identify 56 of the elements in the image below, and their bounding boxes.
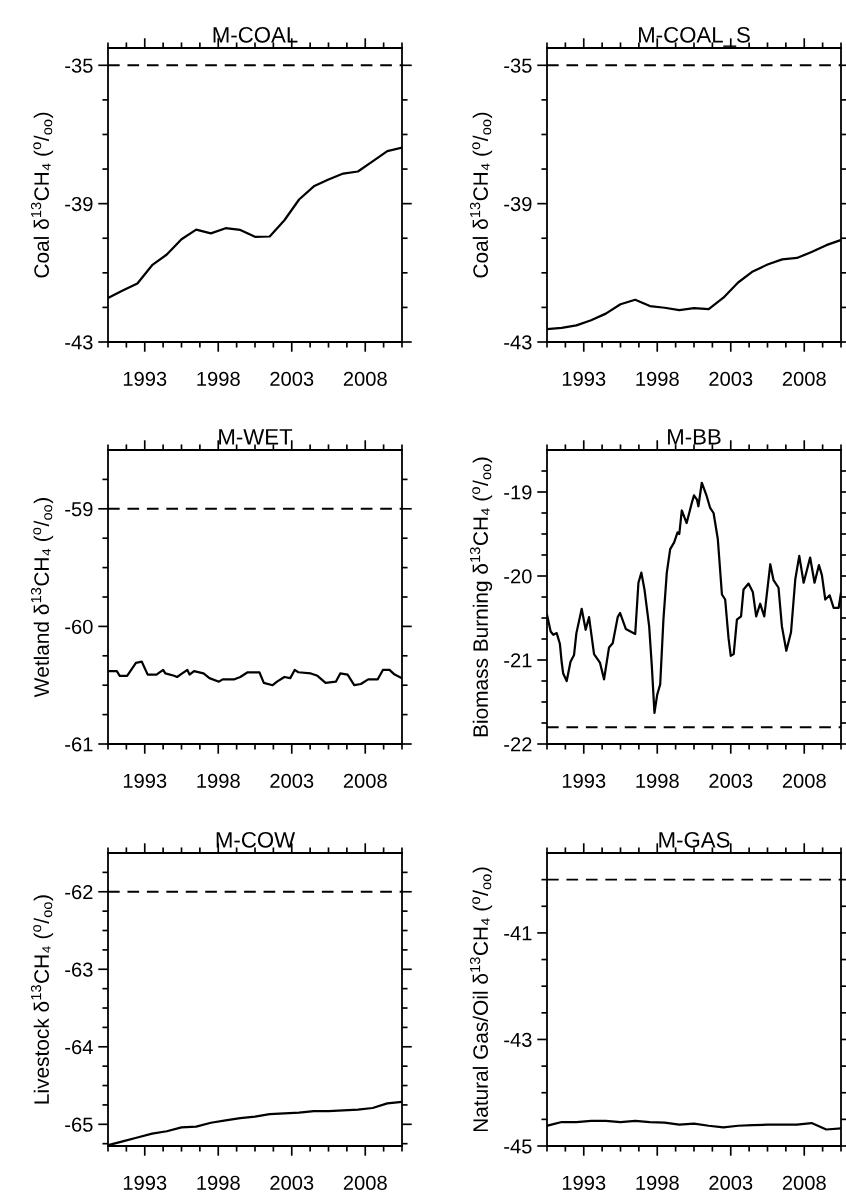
x-tick-label: 1998 xyxy=(197,773,240,788)
chart-title: M-COW xyxy=(216,831,296,848)
chart-title: M-COAL xyxy=(213,26,298,43)
y-axis-title: Wetland δ$^{13}$CH₄ ($^{o}$/$_{oo}$) xyxy=(30,498,54,698)
x-tick-label: 2003 xyxy=(270,773,314,788)
chart-title: M-COAL_S xyxy=(639,26,750,47)
y-axis-title: Coal δ$^{13}$CH₄ ($^{o}$/$_{oo}$) xyxy=(469,112,493,278)
y-axis-title: Natural Gas/Oil δ$^{13}$CH₄ ($^{o}$/$_{oo}$) xyxy=(469,867,493,1132)
y-tick-label: -45 xyxy=(504,1139,532,1154)
chart-title: M-WET xyxy=(219,429,293,445)
y-tick-label: -43 xyxy=(504,1032,532,1047)
x-tick-label: 1993 xyxy=(123,371,167,386)
x-tick-label: 2008 xyxy=(782,371,826,386)
y-tick-label: -35 xyxy=(504,58,532,73)
x-tick-label: 2003 xyxy=(709,1175,753,1190)
y-tick-label: -21 xyxy=(504,653,532,668)
y-tick-label: -61 xyxy=(65,737,93,752)
y-tick-label: -65 xyxy=(65,1117,93,1132)
y-tick-label: -22 xyxy=(504,737,532,752)
y-axis-title: Livestock δ$^{13}$CH₄ ($^{o}$/$_{oo}$) xyxy=(30,895,54,1104)
x-tick-label: 2008 xyxy=(782,1175,826,1190)
y-tick-label: -62 xyxy=(65,884,93,900)
y-axis-title: Biomass Burning δ$^{13}$CH₄ ($^{o}$/$_{oo}$) xyxy=(469,457,493,737)
y-tick-label: -35 xyxy=(65,58,93,73)
x-tick-label: 1993 xyxy=(562,1175,606,1190)
y-tick-label: -59 xyxy=(65,502,93,517)
y-tick-label: -43 xyxy=(65,335,93,350)
x-tick-label: 1993 xyxy=(562,371,606,386)
x-tick-label: 2003 xyxy=(709,371,753,386)
y-tick-label: -39 xyxy=(504,196,532,212)
y-tick-label: -63 xyxy=(65,962,93,977)
x-tick-label: 2003 xyxy=(270,1175,314,1190)
x-tick-label: 1998 xyxy=(636,773,679,788)
x-tick-label: 2008 xyxy=(343,371,387,386)
x-tick-label: 2008 xyxy=(782,773,826,788)
x-tick-label: 2008 xyxy=(343,773,387,788)
x-tick-label: 2003 xyxy=(270,371,314,386)
x-tick-label: 1998 xyxy=(636,1175,679,1190)
x-tick-label: 1993 xyxy=(123,1175,167,1190)
x-tick-label: 1993 xyxy=(562,773,606,788)
chart-title: M-BB xyxy=(668,429,721,445)
x-tick-label: 2008 xyxy=(343,1175,387,1190)
x-tick-label: 2003 xyxy=(709,773,753,788)
x-tick-label: 1998 xyxy=(197,1175,240,1190)
y-tick-label: -41 xyxy=(504,926,532,941)
x-tick-label: 1993 xyxy=(123,773,167,788)
y-tick-label: -60 xyxy=(65,619,93,634)
y-tick-label: -43 xyxy=(504,335,532,350)
y-axis-title: Coal δ$^{13}$CH₄ ($^{o}$/$_{oo}$) xyxy=(30,112,54,278)
y-tick-label: -20 xyxy=(504,569,532,584)
x-tick-label: 1998 xyxy=(636,371,679,386)
chart-title: M-GAS xyxy=(659,831,730,848)
y-tick-label: -64 xyxy=(65,1040,93,1055)
x-tick-label: 1998 xyxy=(197,371,240,386)
y-tick-label: -19 xyxy=(504,485,532,500)
y-tick-label: -39 xyxy=(65,196,93,212)
